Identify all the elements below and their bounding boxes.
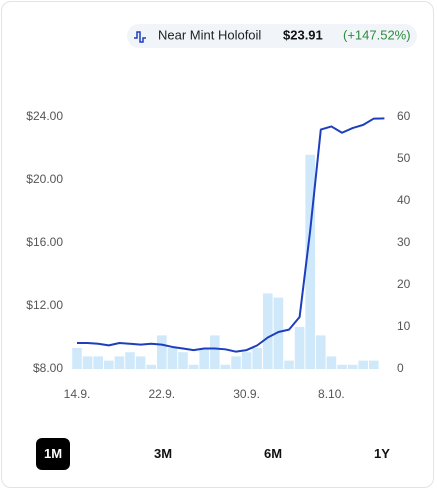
range-button[interactable]: 1Y [374, 446, 390, 461]
x-tick-label: 8.10. [318, 387, 345, 401]
volume-bar [188, 364, 199, 369]
volume-bar [167, 348, 178, 369]
volume-bar [82, 356, 93, 369]
y2-tick-label: 10 [397, 319, 411, 333]
volume-bar [358, 360, 368, 369]
x-tick-label: 30.9. [233, 387, 260, 401]
volume-bar [114, 356, 125, 369]
y-tick-label: $20.00 [26, 172, 63, 186]
volume-bar [178, 352, 188, 369]
y2-tick-label: 60 [397, 109, 411, 123]
volume-bar [146, 364, 156, 369]
volume-bar [273, 297, 284, 369]
volume-bar [157, 335, 167, 369]
volume-bar [93, 356, 103, 369]
volume-bar [220, 364, 231, 369]
volume-bar [252, 348, 262, 369]
volume-bar [199, 348, 209, 369]
volume-bar [326, 356, 337, 369]
legend-icon [134, 31, 146, 43]
y2-tick-label: 20 [397, 277, 411, 291]
volume-bar [284, 360, 294, 369]
legend-change: (+147.52%) [343, 27, 411, 42]
y-tick-label: $24.00 [26, 109, 63, 123]
x-tick-label: 14.9. [64, 387, 91, 401]
legend-name: Near Mint Holofoil [158, 27, 261, 42]
volume-bar [294, 327, 305, 369]
y2-tick-label: 40 [397, 193, 411, 207]
legend-pill [127, 24, 417, 48]
price-line [77, 117, 385, 353]
x-tick-label: 22.9. [148, 387, 175, 401]
volume-bar [72, 348, 82, 369]
volume-bar [104, 360, 114, 369]
range-button[interactable]: 6M [263, 446, 283, 461]
volume-bar [305, 154, 315, 369]
volume-bar [210, 335, 220, 369]
y2-tick-label: 30 [397, 235, 411, 249]
volume-bar [316, 335, 326, 369]
range-button[interactable]: 1M [36, 438, 70, 470]
legend-price: $23.91 [283, 27, 323, 42]
volume-bar [369, 360, 379, 369]
volume-bar [135, 356, 146, 369]
volume-bar [231, 356, 241, 369]
y-tick-label: $12.00 [26, 298, 63, 312]
volume-bar [337, 364, 347, 369]
y-tick-label: $8.00 [33, 361, 63, 375]
volume-bar [125, 352, 135, 369]
volume-bar [263, 293, 273, 369]
y2-tick-label: 50 [397, 151, 411, 165]
y-tick-label: $16.00 [26, 235, 63, 249]
volume-bar [347, 364, 358, 369]
y2-tick-label: 0 [397, 361, 404, 375]
range-button[interactable]: 3M [153, 446, 173, 461]
volume-bar [241, 352, 252, 369]
